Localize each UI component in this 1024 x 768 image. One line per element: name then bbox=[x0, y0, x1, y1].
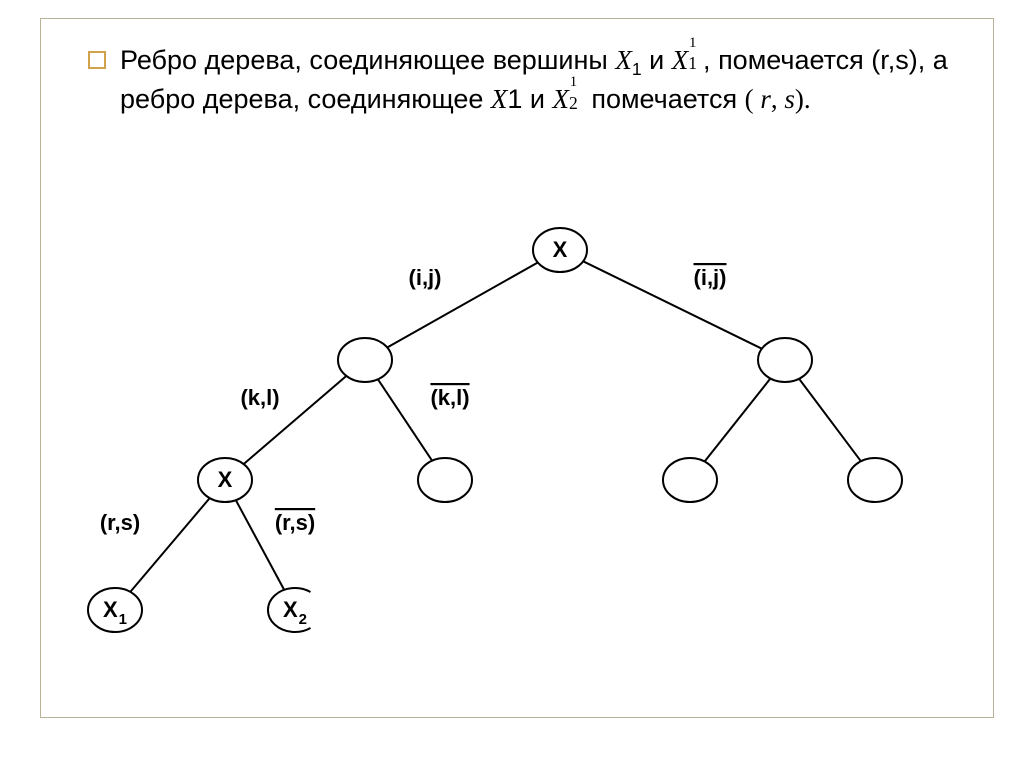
tree-node bbox=[758, 338, 812, 382]
tree-edge bbox=[799, 379, 861, 461]
t-X: X bbox=[615, 45, 632, 75]
edge-label: (k,l) bbox=[430, 385, 469, 410]
t-3b: помечается bbox=[584, 84, 745, 114]
t-X11-ss: 11 bbox=[688, 42, 703, 69]
t-rs-close: ). bbox=[795, 84, 811, 114]
t-X21-sup: 1 bbox=[570, 73, 577, 92]
t-3a: 1 и bbox=[507, 84, 552, 114]
tree-svg: (i,j)(i,j)(k,l)(k,l)(r,s)(r,s)XXX1X2 bbox=[60, 210, 940, 690]
t-1b: и bbox=[642, 45, 672, 75]
t-1a: Ребро дерева, соединяющее вершины bbox=[120, 45, 615, 75]
node-label: X bbox=[553, 237, 568, 262]
tree-node bbox=[418, 458, 472, 502]
t-X-b: X bbox=[491, 84, 508, 114]
bullet-row: Ребро дерева, соединяющее вершины X1 и X… bbox=[88, 42, 954, 117]
tree-node bbox=[848, 458, 902, 502]
t-X11-sub: 1 bbox=[688, 53, 697, 75]
bullet-block: Ребро дерева, соединяющее вершины X1 и X… bbox=[88, 42, 954, 117]
slide: Ребро дерева, соединяющее вершины X1 и X… bbox=[0, 0, 1024, 768]
tree-diagram: (i,j)(i,j)(k,l)(k,l)(r,s)(r,s)XXX1X2 bbox=[60, 210, 940, 690]
t-rs-r: r bbox=[754, 84, 771, 114]
t-comma: , bbox=[703, 45, 718, 75]
t-one: 1 bbox=[632, 59, 642, 79]
tree-node bbox=[663, 458, 717, 502]
edge-label: (k,l) bbox=[240, 385, 279, 410]
t-rs-s: s bbox=[784, 84, 795, 114]
tree-edge bbox=[583, 261, 762, 348]
t-X21-ss: 12 bbox=[569, 81, 584, 108]
t-X11-sup: 1 bbox=[689, 34, 696, 53]
t-X21-sub: 2 bbox=[569, 93, 578, 115]
t-X21: X bbox=[553, 84, 570, 114]
t-X11: X bbox=[672, 45, 689, 75]
tree-edge bbox=[705, 379, 771, 462]
edge-label: (r,s) bbox=[275, 510, 315, 535]
edge-label: (i,j) bbox=[694, 265, 727, 290]
t-rs-comma: , bbox=[771, 84, 785, 114]
node-label: X2 bbox=[283, 597, 307, 628]
bullet-marker-icon bbox=[88, 51, 106, 69]
bullet-text: Ребро дерева, соединяющее вершины X1 и X… bbox=[120, 42, 954, 117]
edge-label: (i,j) bbox=[409, 265, 442, 290]
t-rs-open: ( bbox=[745, 84, 754, 114]
tree-edge bbox=[378, 379, 432, 460]
edge-label: (r,s) bbox=[100, 510, 140, 535]
node-label: X bbox=[218, 467, 233, 492]
tree-node bbox=[338, 338, 392, 382]
tree-edge bbox=[130, 498, 209, 592]
